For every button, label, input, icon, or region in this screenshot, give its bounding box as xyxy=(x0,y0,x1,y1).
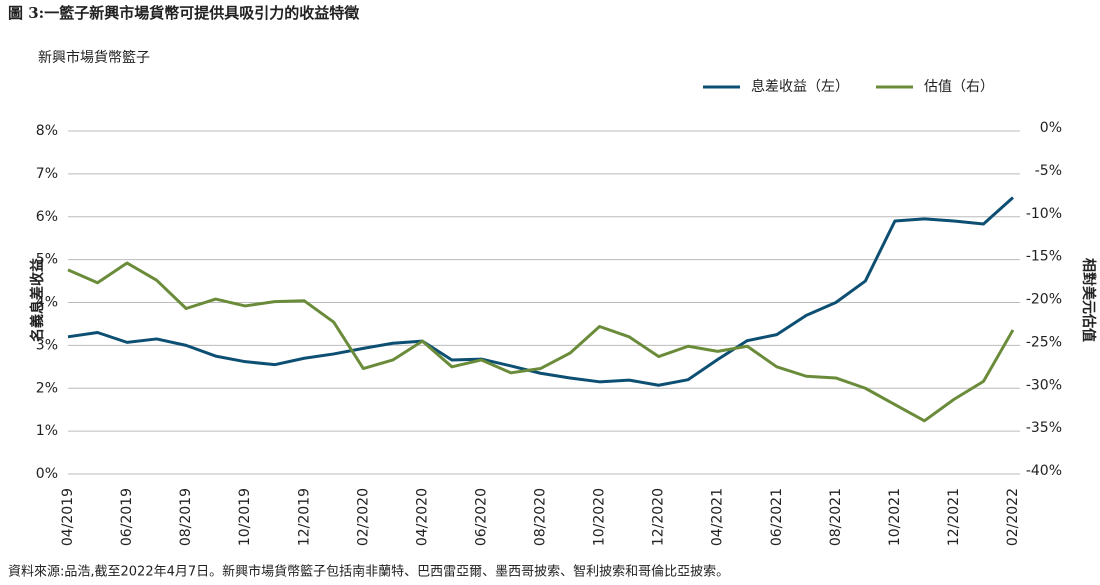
x-tick-label: 06/2021 xyxy=(769,488,785,546)
y-tick-label: 8% xyxy=(36,123,58,139)
y2-axis-label: 相對美元估值 xyxy=(1080,258,1097,342)
x-tick-label: 08/2019 xyxy=(178,488,194,546)
x-tick-label: 08/2021 xyxy=(828,488,844,546)
y2-tick-label: -5% xyxy=(1035,163,1062,179)
chart-subtitle: 新興市場貨幣籃子 xyxy=(38,49,150,66)
x-tick-label: 12/2019 xyxy=(296,488,312,546)
x-tick-label: 06/2020 xyxy=(473,488,489,546)
y-axis-label: 名義息差收益 xyxy=(29,258,46,342)
x-tick-label: 10/2019 xyxy=(237,488,253,546)
y2-tick-label: 0% xyxy=(1040,120,1062,136)
y-tick-label: 3% xyxy=(36,337,58,353)
x-tick-label: 04/2020 xyxy=(414,488,430,546)
source-note: 資料來源:品浩,截至2022年4月7日。新興市場貨幣籃子包括南非蘭特、巴西雷亞爾… xyxy=(8,564,729,580)
y-tick-label: 6% xyxy=(36,209,58,225)
y2-tick-label: -10% xyxy=(1026,206,1062,222)
chart-title: 圖 3:一籃子新興市場貨幣可提供具吸引力的收益特徵 xyxy=(8,4,360,22)
x-tick-label: 10/2021 xyxy=(887,488,903,546)
y2-tick-label: -30% xyxy=(1026,377,1062,393)
x-tick-label: 04/2019 xyxy=(60,488,76,546)
x-tick-label: 12/2021 xyxy=(946,488,962,546)
y-tick-label: 1% xyxy=(36,423,58,439)
y-tick-label: 4% xyxy=(36,295,58,311)
x-tick-label: 02/2020 xyxy=(355,488,371,546)
y2-tick-label: -20% xyxy=(1026,292,1062,308)
y2-tick-label: -35% xyxy=(1026,420,1062,436)
x-tick-label: 04/2021 xyxy=(710,488,726,546)
series-line xyxy=(67,196,1015,387)
x-tick-label: 10/2020 xyxy=(592,488,608,546)
y2-tick-label: -15% xyxy=(1026,249,1062,265)
legend-label: 息差收益（左） xyxy=(751,78,849,95)
series-line xyxy=(67,261,1015,423)
y-tick-label: 2% xyxy=(36,380,58,396)
y-tick-label: 0% xyxy=(36,466,58,482)
y-tick-label: 5% xyxy=(36,252,58,268)
y2-tick-label: -25% xyxy=(1026,334,1062,350)
x-tick-label: 12/2020 xyxy=(651,488,667,546)
y-tick-label: 7% xyxy=(36,166,58,182)
legend-label: 估值（右） xyxy=(924,79,994,95)
x-tick-label: 06/2019 xyxy=(119,488,135,546)
x-tick-label: 08/2020 xyxy=(533,488,549,546)
y2-tick-label: -40% xyxy=(1026,463,1062,479)
x-tick-label: 02/2022 xyxy=(1005,488,1021,546)
